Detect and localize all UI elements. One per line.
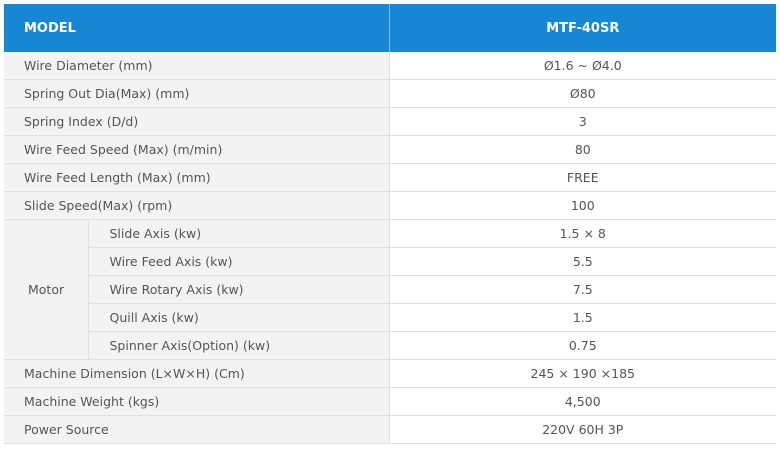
row-label: Machine Dimension (L×W×H) (Cm) <box>4 359 390 388</box>
row-label: Wire Feed Length (Max) (mm) <box>4 163 390 192</box>
motor-item-label: Wire Feed Axis (kw) <box>88 247 390 276</box>
table-row: Wire Feed Speed (Max) (m/min) 80 <box>4 135 777 164</box>
motor-row: Motor Slide Axis (kw) 1.5 × 8 <box>4 219 777 360</box>
row-value: FREE <box>389 163 777 192</box>
row-label: Slide Speed(Max) (rpm) <box>4 191 390 220</box>
motor-item-label: Wire Rotary Axis (kw) <box>88 275 390 304</box>
motor-row: Wire Feed Axis (kw) 5.5 <box>4 247 777 276</box>
table-row: Wire Feed Length (Max) (mm) FREE <box>4 163 777 192</box>
table-row: Machine Weight (kgs) 4,500 <box>4 387 777 416</box>
row-value: Ø80 <box>389 79 777 108</box>
model-header-value: MTF-40SR <box>389 4 777 52</box>
motor-row: Quill Axis (kw) 1.5 <box>4 303 777 332</box>
motor-row: Wire Rotary Axis (kw) 7.5 <box>4 275 777 304</box>
table-row: Slide Speed(Max) (rpm) 100 <box>4 191 777 220</box>
row-label: Spring Index (D/d) <box>4 107 390 136</box>
motor-item-label: Slide Axis (kw) <box>88 219 390 248</box>
model-header-label: MODEL <box>4 4 390 52</box>
table-row: Machine Dimension (L×W×H) (Cm) 245 × 190… <box>4 359 777 388</box>
row-label: Machine Weight (kgs) <box>4 387 390 416</box>
row-label: Wire Diameter (mm) <box>4 52 390 80</box>
header-row: MODEL MTF-40SR <box>4 4 777 52</box>
motor-item-value: 1.5 <box>389 303 777 332</box>
row-value: Ø1.6 ~ Ø4.0 <box>389 52 777 80</box>
row-value: 3 <box>389 107 777 136</box>
row-label: Wire Feed Speed (Max) (m/min) <box>4 135 390 164</box>
row-value: 220V 60H 3P <box>389 415 777 444</box>
row-value: 4,500 <box>389 387 777 416</box>
row-label: Power Source <box>4 415 390 444</box>
motor-item-value: 1.5 × 8 <box>389 219 777 248</box>
row-value: 245 × 190 ×185 <box>389 359 777 388</box>
table-row: Spring Index (D/d) 3 <box>4 107 777 136</box>
row-value: 100 <box>389 191 777 220</box>
motor-item-label: Spinner Axis(Option) (kw) <box>88 331 390 360</box>
table-row: Spring Out Dia(Max) (mm) Ø80 <box>4 79 777 108</box>
motor-item-value: 7.5 <box>389 275 777 304</box>
motor-group-label: Motor <box>4 219 89 360</box>
motor-row: Spinner Axis(Option) (kw) 0.75 <box>4 331 777 360</box>
row-value: 80 <box>389 135 777 164</box>
table-row: Power Source 220V 60H 3P <box>4 415 777 444</box>
table-row: Wire Diameter (mm) Ø1.6 ~ Ø4.0 <box>4 52 777 80</box>
spec-table-header: MODEL MTF-40SR <box>4 4 777 52</box>
motor-item-label: Quill Axis (kw) <box>88 303 390 332</box>
spec-table-body: Wire Diameter (mm) Ø1.6 ~ Ø4.0 Spring Ou… <box>4 52 777 444</box>
motor-item-value: 5.5 <box>389 247 777 276</box>
row-label: Spring Out Dia(Max) (mm) <box>4 79 390 108</box>
motor-item-value: 0.75 <box>389 331 777 360</box>
spec-table: MODEL MTF-40SR Wire Diameter (mm) Ø1.6 ~… <box>4 4 777 444</box>
